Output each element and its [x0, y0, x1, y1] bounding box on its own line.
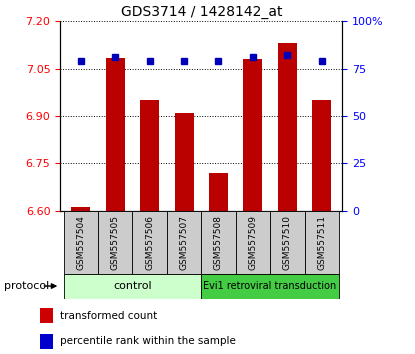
- Bar: [175, 113, 193, 211]
- Bar: [312, 100, 331, 211]
- Text: GSM557505: GSM557505: [111, 215, 120, 270]
- Bar: [236, 211, 270, 274]
- Bar: [63, 211, 98, 274]
- Text: GSM557507: GSM557507: [180, 215, 188, 270]
- Bar: [132, 211, 167, 274]
- Bar: [167, 211, 201, 274]
- Bar: [305, 211, 339, 274]
- Title: GDS3714 / 1428142_at: GDS3714 / 1428142_at: [120, 5, 282, 19]
- Bar: [201, 211, 236, 274]
- Text: GSM557509: GSM557509: [249, 215, 257, 270]
- Text: Evi1 retroviral transduction: Evi1 retroviral transduction: [203, 281, 337, 291]
- Text: GSM557506: GSM557506: [145, 215, 154, 270]
- Bar: [270, 211, 305, 274]
- Bar: [140, 100, 159, 211]
- Text: transformed count: transformed count: [60, 311, 157, 321]
- Bar: [278, 43, 297, 211]
- Text: percentile rank within the sample: percentile rank within the sample: [60, 336, 236, 346]
- Bar: [71, 207, 90, 211]
- Bar: [201, 274, 339, 299]
- Bar: [40, 334, 53, 349]
- Text: GSM557508: GSM557508: [214, 215, 223, 270]
- Text: GSM557511: GSM557511: [317, 215, 326, 270]
- Bar: [244, 59, 262, 211]
- Bar: [40, 308, 53, 323]
- Bar: [63, 274, 201, 299]
- Text: control: control: [113, 281, 152, 291]
- Bar: [209, 173, 228, 211]
- Bar: [106, 58, 124, 211]
- Text: GSM557510: GSM557510: [283, 215, 292, 270]
- Text: GSM557504: GSM557504: [76, 215, 85, 270]
- Text: protocol: protocol: [4, 281, 49, 291]
- Bar: [98, 211, 132, 274]
